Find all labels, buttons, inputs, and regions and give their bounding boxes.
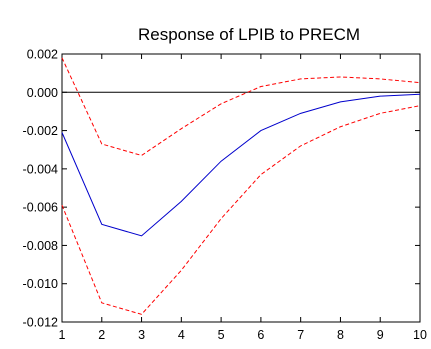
y-tick-label: -0.006 — [23, 201, 58, 215]
y-tick-label: -0.010 — [23, 277, 58, 291]
y-tick-label: -0.002 — [23, 124, 58, 138]
series-line-response — [61, 93, 421, 237]
x-tick-label: 2 — [98, 328, 105, 342]
y-tick-label: 0.000 — [27, 86, 58, 100]
x-tick-label: 4 — [178, 328, 185, 342]
y-tick-label: 0.002 — [27, 48, 58, 62]
x-tick-label: 7 — [297, 328, 304, 342]
series-layer — [61, 57, 421, 315]
x-tick-label: 1 — [59, 328, 66, 342]
series-line-lower-band — [61, 105, 421, 315]
plot-frame — [61, 53, 421, 323]
x-tick-label: 3 — [138, 328, 145, 342]
x-tick-label: 8 — [337, 328, 344, 342]
x-axis-ticks: 1 2 3 4 5 6 7 8 9 10 — [59, 54, 427, 342]
x-tick-label: 9 — [377, 328, 384, 342]
x-tick-label: 6 — [257, 328, 264, 342]
y-tick-label: -0.008 — [23, 239, 58, 253]
x-tick-label: 5 — [218, 328, 225, 342]
y-axis-ticks: 0.002 0.000 -0.002 -0.004 -0.006 -0.008 -0.010… — [23, 48, 420, 330]
chart-title: Response of LPIB to PRECM — [138, 25, 360, 44]
y-tick-label: -0.004 — [23, 162, 58, 176]
x-tick-label: 10 — [413, 328, 427, 342]
y-tick-label: -0.012 — [23, 316, 58, 330]
